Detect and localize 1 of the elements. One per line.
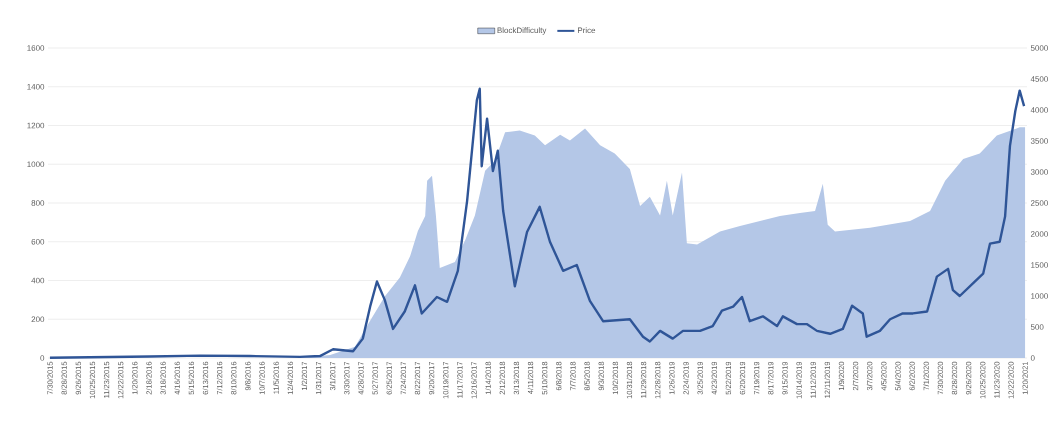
line-series — [48, 87, 1026, 359]
